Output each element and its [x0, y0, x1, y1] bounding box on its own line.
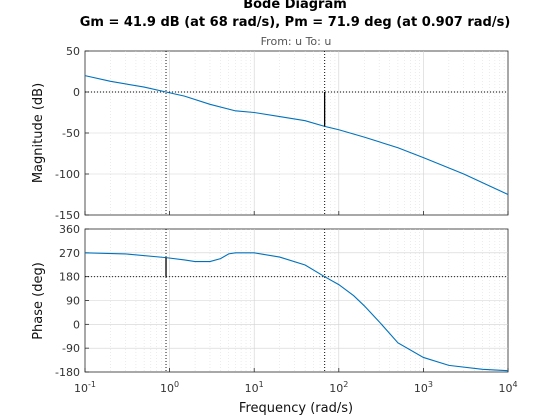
magnitude-ylabel: Magnitude (dB)	[31, 83, 46, 183]
phase-y-tick-label: 360	[59, 223, 80, 236]
magnitude-y-tick-label: -100	[55, 168, 80, 181]
phase-y-tick-label: -90	[62, 342, 80, 355]
io-label: From: u To: u	[261, 35, 332, 48]
x-tick-label: 103	[414, 380, 433, 395]
x-tick-label: 100	[160, 380, 179, 395]
magnitude-y-tick-label: -50	[62, 127, 80, 140]
x-tick-label: 101	[245, 380, 264, 395]
x-tick-label: 10-1	[74, 380, 96, 395]
margin-subtitle: Gm = 41.9 dB (at 68 rad/s), Pm = 71.9 de…	[80, 15, 511, 30]
magnitude-y-tick-label: -150	[55, 209, 80, 222]
phase-y-tick-label: 0	[73, 318, 80, 331]
magnitude-y-tick-label: 0	[73, 86, 80, 99]
phase-y-tick-label: 90	[66, 295, 80, 308]
magnitude-axes: 50 0 -50 -100 -150	[55, 45, 509, 222]
phase-y-tick-label: 270	[59, 247, 80, 260]
x-tick-label: 102	[329, 380, 348, 395]
magnitude-y-tick-label: 50	[66, 45, 80, 58]
phase-response-curve	[84, 252, 509, 372]
chart-title: Bode Diagram	[243, 0, 347, 12]
magnitude-response-curve	[84, 75, 509, 195]
phase-ylabel: Phase (deg)	[31, 262, 46, 340]
frequency-xlabel: Frequency (rad/s)	[239, 401, 353, 416]
phase-y-tick-label: 180	[59, 271, 80, 284]
phase-y-tick-label: -180	[55, 366, 80, 379]
x-tick-label: 104	[498, 380, 517, 395]
